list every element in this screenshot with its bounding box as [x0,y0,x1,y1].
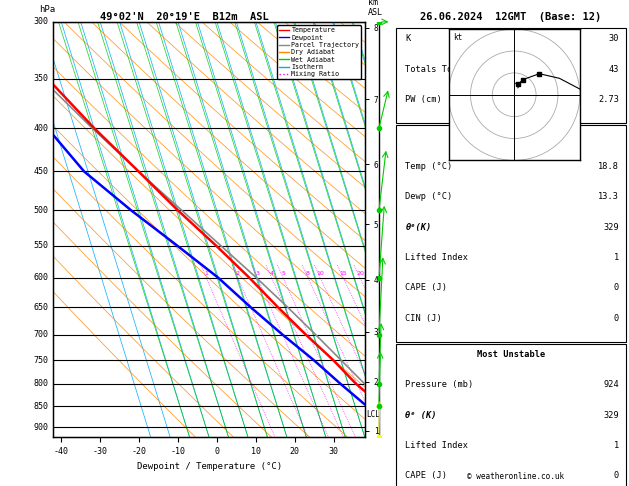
Text: 8: 8 [306,271,310,276]
X-axis label: Dewpoint / Temperature (°C): Dewpoint / Temperature (°C) [136,462,282,470]
Text: 329: 329 [603,223,619,231]
Text: hPa: hPa [40,4,55,14]
Text: Most Unstable: Most Unstable [477,350,545,359]
Text: 329: 329 [603,411,619,420]
Text: 4: 4 [270,271,274,276]
Text: CAPE (J): CAPE (J) [406,471,447,481]
Text: 18.8: 18.8 [598,162,619,171]
Text: 26.06.2024  12GMT  (Base: 12): 26.06.2024 12GMT (Base: 12) [420,12,602,22]
Text: Totals Totals: Totals Totals [406,65,474,74]
Text: 10: 10 [316,271,324,276]
Text: K: K [406,35,411,43]
Bar [396,344,626,486]
Text: 650: 650 [34,303,49,312]
Text: 850: 850 [34,402,49,411]
Text: 1: 1 [614,253,619,262]
Text: kt: kt [453,33,462,42]
Text: 43: 43 [608,65,619,74]
Text: 800: 800 [34,380,49,388]
Text: 350: 350 [34,74,49,83]
Text: 2.73: 2.73 [598,95,619,104]
Text: 0: 0 [614,471,619,481]
Text: © weatheronline.co.uk: © weatheronline.co.uk [467,472,564,481]
Bar [396,28,626,123]
Text: 900: 900 [34,423,49,432]
Text: CAPE (J): CAPE (J) [406,283,447,292]
Text: 30: 30 [608,35,619,43]
Text: 400: 400 [34,123,49,133]
Text: CIN (J): CIN (J) [406,313,442,323]
Text: 450: 450 [34,167,49,176]
Text: 600: 600 [34,273,49,282]
Text: 0: 0 [614,313,619,323]
Text: 49°02'N  20°19'E  B12m  ASL: 49°02'N 20°19'E B12m ASL [100,12,269,22]
Text: 2: 2 [236,271,240,276]
Text: 750: 750 [34,355,49,364]
Text: 924: 924 [603,381,619,389]
Text: 5: 5 [281,271,285,276]
Text: Lifted Index: Lifted Index [406,253,469,262]
Text: θᵉ (K): θᵉ (K) [406,411,437,420]
Text: 3: 3 [255,271,259,276]
Text: 550: 550 [34,241,49,250]
Text: Lifted Index: Lifted Index [406,441,469,450]
Text: 0: 0 [614,283,619,292]
Text: 700: 700 [34,330,49,339]
Text: 13.3: 13.3 [598,192,619,201]
Text: 500: 500 [34,206,49,215]
Text: Pressure (mb): Pressure (mb) [406,381,474,389]
Text: 20: 20 [356,271,364,276]
Text: Dewp (°C): Dewp (°C) [406,192,453,201]
Bar [396,125,626,342]
Text: θᵉ(K): θᵉ(K) [406,223,431,231]
Text: 1: 1 [614,441,619,450]
Text: Surface: Surface [493,132,530,140]
Text: 1: 1 [204,271,208,276]
Text: LCL: LCL [366,410,381,419]
Text: Temp (°C): Temp (°C) [406,162,453,171]
Text: 300: 300 [34,17,49,26]
Text: PW (cm): PW (cm) [406,95,442,104]
Legend: Temperature, Dewpoint, Parcel Trajectory, Dry Adiabat, Wet Adiabat, Isotherm, Mi: Temperature, Dewpoint, Parcel Trajectory… [277,25,362,79]
Text: 15: 15 [339,271,347,276]
Text: km
ASL: km ASL [368,0,383,17]
